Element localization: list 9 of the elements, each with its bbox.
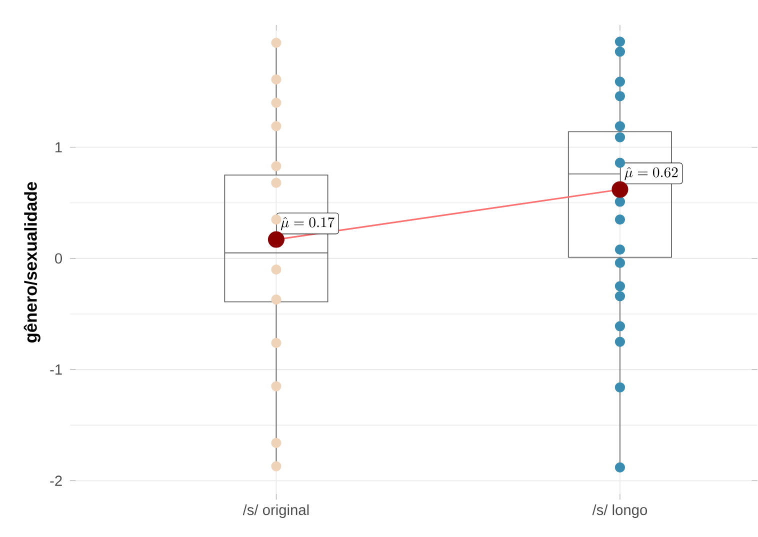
x-tick-label: /s/ longo (592, 504, 648, 518)
y-tick-label: -2 (50, 476, 62, 486)
annotation: $\hat{\mu}=0.17$ (280, 217, 334, 230)
annotation: $\hat{\mu}=0.62$ (624, 167, 678, 180)
y-tick-label: 0 (54, 253, 62, 264)
y-axis-title: gênero/sexualidade (24, 182, 40, 343)
y-tick-label: -1 (50, 364, 62, 375)
x-tick-label: /s/ original (242, 504, 309, 518)
y-tick-label: 1 (56, 142, 62, 152)
